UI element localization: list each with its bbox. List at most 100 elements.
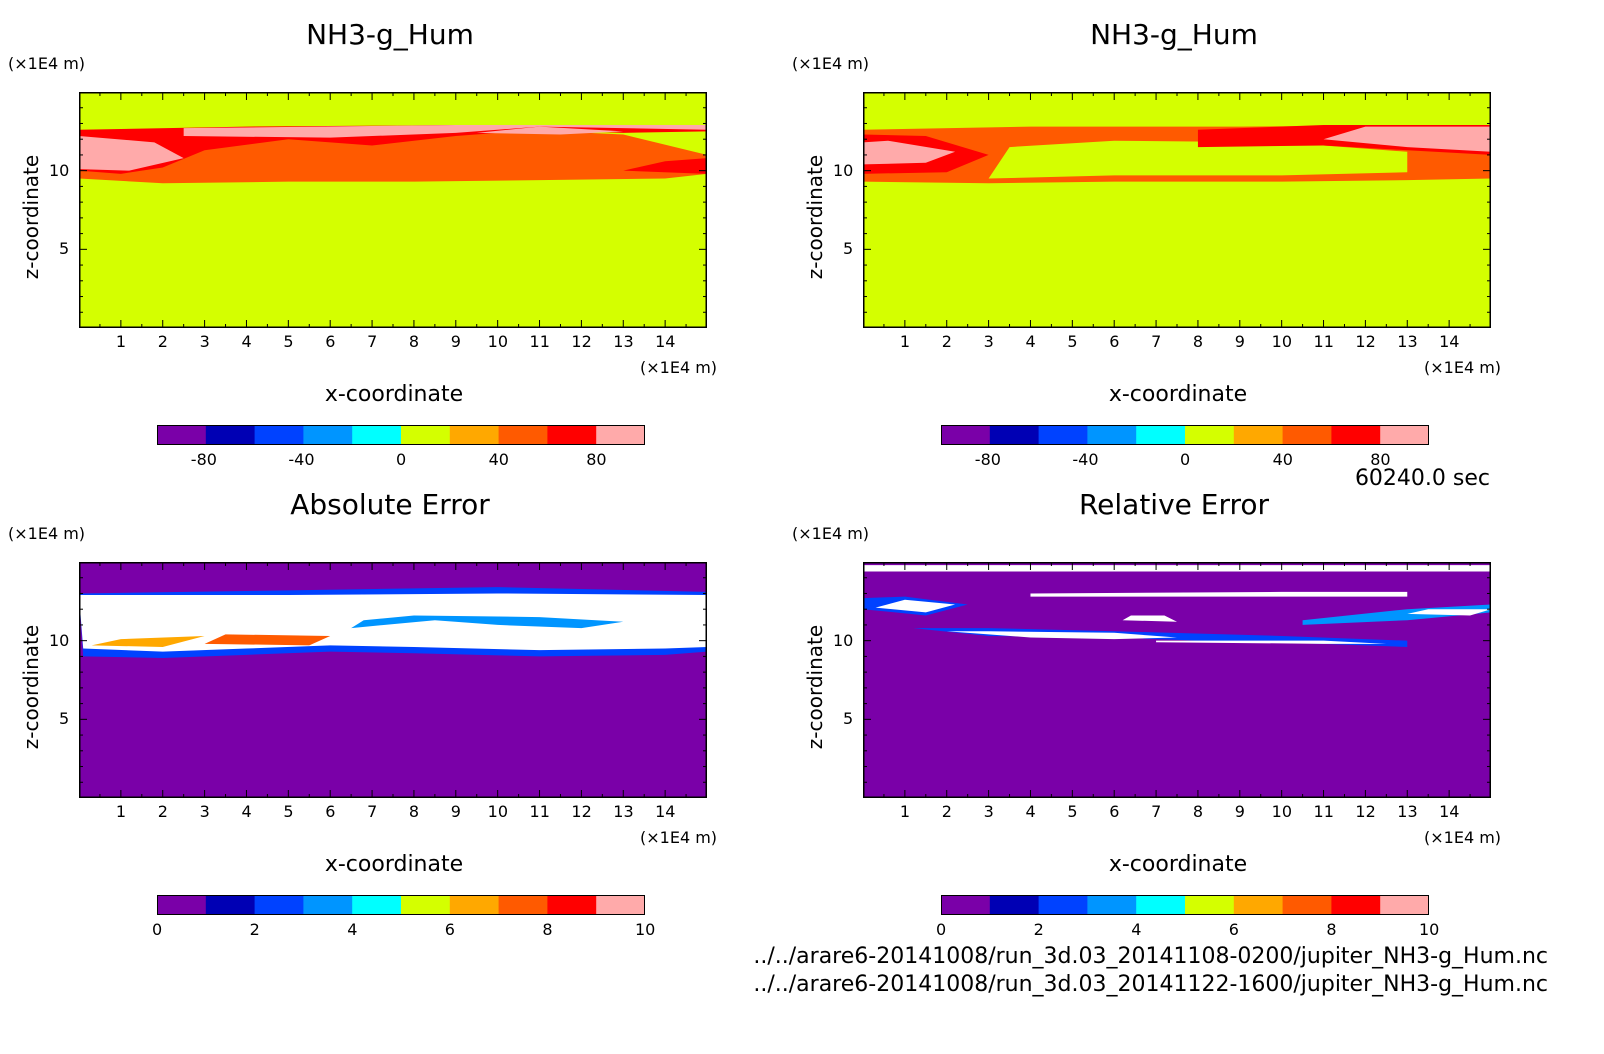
contour-region bbox=[1407, 609, 1491, 616]
contour-region bbox=[863, 140, 956, 165]
colorbar-swatch bbox=[254, 895, 304, 915]
x-tick-label: 2 bbox=[941, 332, 952, 351]
x-tick-label: 3 bbox=[983, 802, 994, 821]
colorbar-swatch bbox=[1136, 425, 1186, 445]
colorbar-swatch bbox=[1038, 895, 1088, 915]
y-axis-label: z-coordinate bbox=[803, 624, 827, 750]
x-tick-label: 6 bbox=[325, 332, 336, 351]
colorbar-tick-label: -40 bbox=[1072, 450, 1099, 469]
plot-area bbox=[863, 92, 1491, 328]
x-unit-label: (×1E4 m) bbox=[640, 358, 718, 377]
x-tick-label: 9 bbox=[1234, 802, 1245, 821]
x-tick-label: 7 bbox=[367, 332, 378, 351]
x-tick-label: 9 bbox=[1234, 332, 1245, 351]
x-tick-label: 8 bbox=[408, 332, 420, 351]
x-tick-label: 11 bbox=[1313, 802, 1334, 821]
colorbar-swatch bbox=[254, 425, 304, 445]
colorbar-swatch bbox=[157, 895, 207, 915]
colorbar-swatch bbox=[1380, 895, 1429, 915]
file-path-2: ../../arare6-20141008/run_3d.03_20141122… bbox=[753, 972, 1548, 997]
colorbar-swatch bbox=[941, 895, 991, 915]
colorbar-swatch bbox=[498, 895, 548, 915]
y-tick-label: 10 bbox=[49, 160, 70, 180]
colorbar-swatch bbox=[941, 425, 991, 445]
colorbar-swatch bbox=[352, 895, 402, 915]
contour-region bbox=[1122, 615, 1177, 622]
contour-region bbox=[1156, 640, 1387, 644]
contour-region bbox=[476, 126, 624, 135]
colorbar-swatch bbox=[547, 895, 597, 915]
colorbar-tick-label: 10 bbox=[1419, 920, 1440, 939]
x-tick-label: 14 bbox=[1439, 802, 1460, 821]
y-axis-label: z-coordinate bbox=[19, 624, 43, 750]
colorbar-swatch bbox=[1233, 895, 1284, 915]
colorbar-swatch bbox=[401, 425, 451, 445]
x-tick-label: 5 bbox=[283, 802, 294, 821]
colorbar-tick-label: 80 bbox=[1370, 450, 1391, 469]
heatmap bbox=[863, 562, 1491, 798]
y-tick-label: 5 bbox=[843, 239, 854, 259]
colorbar-swatch bbox=[596, 425, 645, 445]
plot-area bbox=[79, 562, 707, 798]
contour-region bbox=[91, 635, 205, 647]
colorbar-frame bbox=[157, 895, 645, 915]
colorbar-frame bbox=[941, 425, 1429, 445]
x-tick-label: 8 bbox=[1192, 802, 1204, 821]
colorbar-swatch bbox=[1136, 895, 1186, 915]
contour-region bbox=[79, 145, 155, 162]
x-tick-label: 3 bbox=[983, 332, 994, 351]
colorbar-swatch bbox=[1331, 895, 1381, 915]
z-unit-label: (×1E4 m) bbox=[792, 54, 870, 73]
colorbar-swatch bbox=[989, 425, 1040, 445]
x-tick-label: 5 bbox=[1067, 332, 1078, 351]
y-tick-label: 10 bbox=[49, 630, 70, 650]
colorbar-swatch bbox=[205, 425, 256, 445]
x-tick-label: 5 bbox=[1067, 802, 1078, 821]
x-tick-label: 14 bbox=[1439, 332, 1460, 351]
x-tick-label: 2 bbox=[157, 332, 168, 351]
colorbar-swatch bbox=[205, 895, 256, 915]
x-tick-label: 3 bbox=[199, 802, 210, 821]
heatmap bbox=[79, 92, 707, 328]
colorbar-tick-label: 2 bbox=[1033, 920, 1044, 939]
x-unit-label: (×1E4 m) bbox=[640, 828, 718, 847]
x-axis-label: x-coordinate bbox=[1108, 382, 1248, 407]
colorbar-swatch bbox=[303, 895, 353, 915]
z-unit-label: (×1E4 m) bbox=[792, 524, 870, 543]
x-tick-label: 10 bbox=[1271, 332, 1293, 351]
contour-region bbox=[875, 599, 956, 613]
chart-title: Absolute Error bbox=[290, 488, 490, 521]
colorbar-frame bbox=[941, 895, 1429, 915]
x-unit-label: (×1E4 m) bbox=[1424, 358, 1502, 377]
colorbar-tick-label: 0 bbox=[152, 920, 163, 939]
plot-area bbox=[863, 562, 1491, 798]
chart-title: NH3-g_Hum bbox=[1090, 18, 1258, 51]
x-tick-label: 1 bbox=[899, 802, 911, 821]
colorbar-tick-label: 6 bbox=[444, 920, 455, 939]
colorbar-swatch bbox=[1087, 425, 1137, 445]
x-tick-label: 13 bbox=[613, 802, 634, 821]
x-axis-label: x-coordinate bbox=[1108, 852, 1248, 877]
contour-region bbox=[204, 634, 331, 646]
colorbar-swatch bbox=[1185, 895, 1235, 915]
colorbar-swatch bbox=[1185, 425, 1235, 445]
colorbar-swatch bbox=[303, 425, 353, 445]
x-tick-label: 8 bbox=[1192, 332, 1204, 351]
contour-region bbox=[183, 125, 707, 138]
colorbar-swatch bbox=[1087, 895, 1137, 915]
x-tick-label: 12 bbox=[571, 802, 592, 821]
chart-title: NH3-g_Hum bbox=[306, 18, 474, 51]
colorbar-swatch bbox=[352, 425, 402, 445]
plot-area bbox=[79, 92, 707, 328]
colorbar-tick-label: 8 bbox=[1326, 920, 1337, 939]
colorbar-swatch bbox=[1233, 425, 1284, 445]
colorbar-swatch bbox=[498, 425, 548, 445]
colorbar-tick-label: 40 bbox=[1272, 450, 1293, 469]
colorbar-tick-label: 4 bbox=[1131, 920, 1142, 939]
x-tick-label: 9 bbox=[450, 802, 461, 821]
colorbar-swatch bbox=[449, 895, 500, 915]
